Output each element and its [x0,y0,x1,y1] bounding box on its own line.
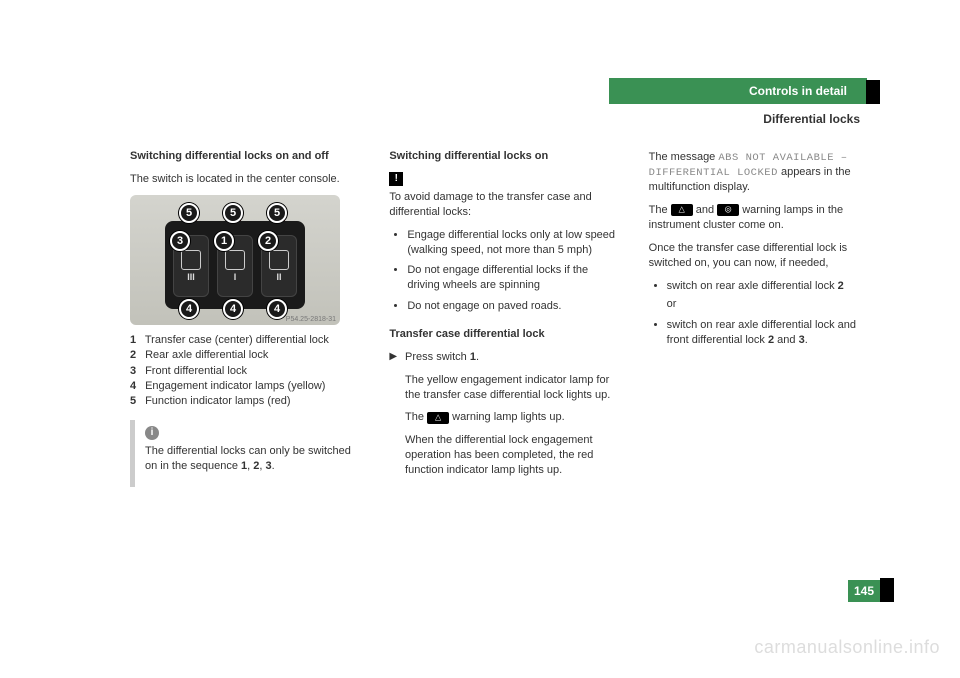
option-list: switch on rear axle differential lock 2 … [649,279,880,348]
next-steps-intro: Once the transfer case differential lock… [649,241,880,271]
page-header: Controls in detail Differential locks [609,78,880,126]
info-text: The differential locks can only be switc… [145,444,361,474]
callout-2: 2 [258,231,278,251]
legend-item: 1 Transfer case (center) differential lo… [130,333,361,348]
caution-intro: To avoid damage to the transfer case and… [389,190,620,220]
caution-item: Do not engage on paved roads. [407,299,620,314]
legend-item: 5 Function indicator lamps (red) [130,394,361,409]
step-action: Press switch 1. [405,350,621,365]
callout-4: 4 [179,299,199,319]
col1-intro: The switch is located in the center cons… [130,172,361,187]
warning-triangle-icon [671,204,693,216]
axle-icon [269,250,289,270]
switch-diagram: III I II 5 5 5 3 [130,195,340,325]
callout-4: 4 [223,299,243,319]
caution-list: Engage differential locks only at low sp… [389,228,620,314]
or-text: or [667,297,880,312]
option-item: switch on rear axle differential lock 2 … [667,279,880,313]
col2-subheading: Transfer case differential lock [389,328,620,340]
column-2: Switching differential locks on ! To avo… [389,150,620,492]
page-marker [880,578,894,602]
callout-5: 5 [223,203,243,223]
option-item: switch on rear axle differential lock an… [667,318,880,348]
column-3: The message ABS NOT AVAILABLE – DIFFEREN… [649,150,880,492]
caution-icon: ! [389,172,403,186]
callout-3: 3 [170,231,190,251]
diagram-legend: 1 Transfer case (center) differential lo… [130,333,361,410]
col2-heading: Switching differential locks on [389,150,620,162]
tab-marker [866,80,880,104]
caution-note: ! To avoid damage to the transfer case a… [389,172,620,314]
info-icon: i [145,426,159,440]
content-columns: Switching differential locks on and off … [130,150,880,492]
axle-icon [181,250,201,270]
legend-item: 3 Front differential lock [130,364,361,379]
callout-5: 5 [267,203,287,223]
image-credit: P54.25-2818-31 [286,316,336,323]
step-item: ▶ Press switch 1. The yellow engagement … [389,350,620,486]
message-text: The message ABS NOT AVAILABLE – DIFFEREN… [649,150,880,195]
section-tab: Controls in detail [609,78,867,104]
callout-1: 1 [214,231,234,251]
page-number: 145 [848,580,880,602]
switch-roman: II [276,272,281,282]
page-subtitle: Differential locks [609,112,860,126]
column-1: Switching differential locks on and off … [130,150,361,492]
step-lamp: The warning lamp lights up. [405,410,621,425]
warning-triangle-icon [427,412,449,424]
legend-item: 2 Rear axle differential lock [130,348,361,363]
step-result: The yellow engagement indicator lamp for… [405,373,621,403]
lamps-text: The and warning lamps in the instrument … [649,203,880,233]
caution-item: Engage differential locks only at low sp… [407,228,620,258]
legend-item: 4 Engagement indicator lamps (yellow) [130,379,361,394]
arrow-icon: ▶ [389,350,397,486]
caution-item: Do not engage differential locks if the … [407,263,620,293]
info-note: i The differential locks can only be swi… [130,420,361,488]
axle-icon [225,250,245,270]
step-end: When the differential lock engagement op… [405,433,621,478]
manual-page: Controls in detail Differential locks Sw… [0,0,960,678]
switch-roman: I [234,272,237,282]
callout-5: 5 [179,203,199,223]
watermark: carmanualsonline.info [754,637,940,658]
callout-4: 4 [267,299,287,319]
warning-circle-icon [717,204,739,216]
switch-roman: III [187,272,195,282]
col1-heading: Switching differential locks on and off [130,150,361,162]
